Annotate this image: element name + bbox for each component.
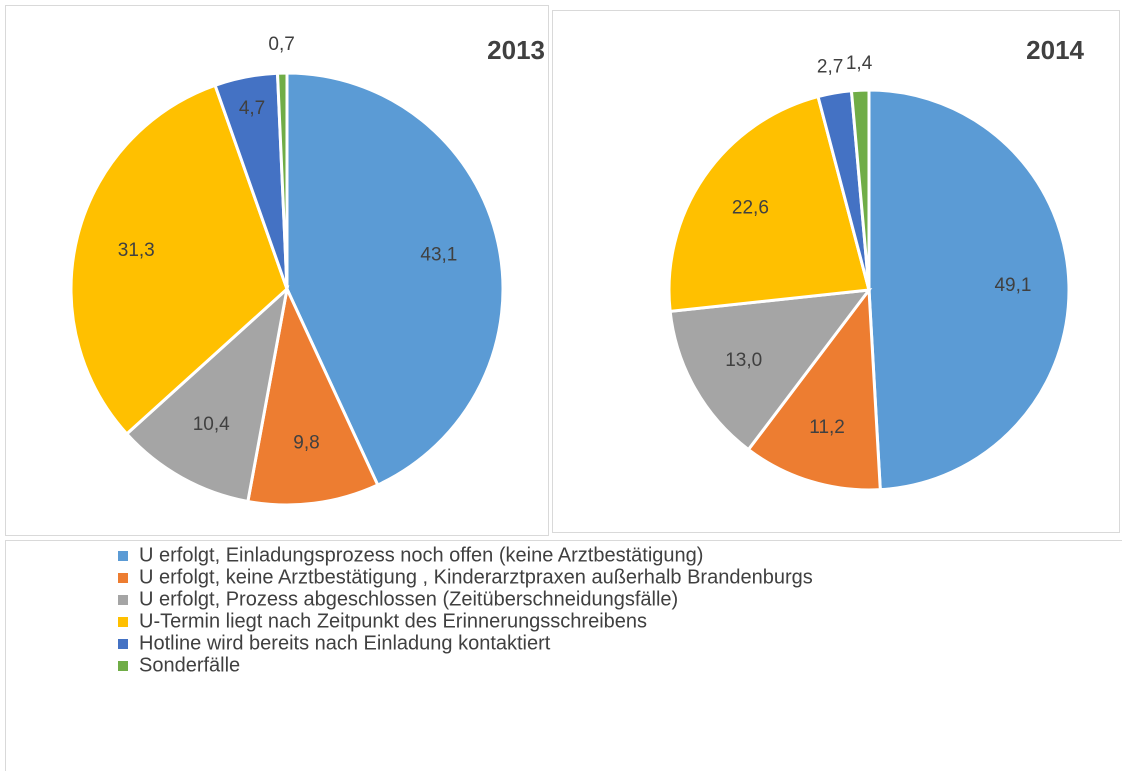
pie-slice	[667, 94, 871, 313]
legend-swatch	[118, 551, 128, 561]
legend-label: Sonderfälle	[139, 654, 240, 676]
legend-label: Hotline wird bereits nach Einladung kont…	[139, 632, 551, 654]
legend-label: U erfolgt, keine Arztbestätigung , Kinde…	[139, 566, 813, 588]
data-label: 2,7	[817, 56, 843, 77]
data-label: 1,4	[846, 53, 873, 74]
pie-slice	[849, 88, 871, 291]
legend-swatch	[118, 639, 128, 649]
panel-2013	[5, 5, 549, 536]
panel-2014	[552, 10, 1120, 533]
legend-swatch	[118, 595, 128, 605]
pie-slice	[69, 83, 289, 436]
legend-panel	[5, 540, 1122, 771]
data-label: 10,4	[193, 414, 230, 435]
pie-slice	[285, 71, 505, 488]
pie-slice	[668, 288, 873, 452]
legend-label: U-Termin liegt nach Zeitpunkt des Erinne…	[139, 610, 647, 632]
pie-slice	[746, 285, 882, 492]
data-label: 31,3	[118, 240, 155, 261]
data-label: 9,8	[293, 432, 319, 453]
legend-swatch	[118, 661, 128, 671]
pie-slice	[275, 71, 289, 290]
legend-label: U erfolgt, Einladungsprozess noch offen …	[139, 544, 703, 566]
pie-slice	[124, 284, 290, 504]
data-label: 43,1	[420, 245, 457, 266]
chart-title: 2014	[1026, 35, 1084, 65]
data-label: 0,7	[268, 34, 294, 55]
legend-swatch	[118, 573, 128, 583]
data-label: 13,0	[725, 350, 762, 371]
pie-slice	[246, 284, 380, 507]
data-label: 11,2	[809, 417, 845, 438]
chart-title: 2013	[487, 35, 545, 65]
data-label: 49,1	[994, 275, 1031, 296]
legend-swatch	[118, 617, 128, 627]
data-label: 22,6	[732, 197, 769, 218]
legend-label: U erfolgt, Prozess abgeschlossen (Zeitüb…	[139, 588, 678, 610]
pie-slice	[867, 88, 1071, 492]
data-label: 4,7	[239, 98, 265, 119]
